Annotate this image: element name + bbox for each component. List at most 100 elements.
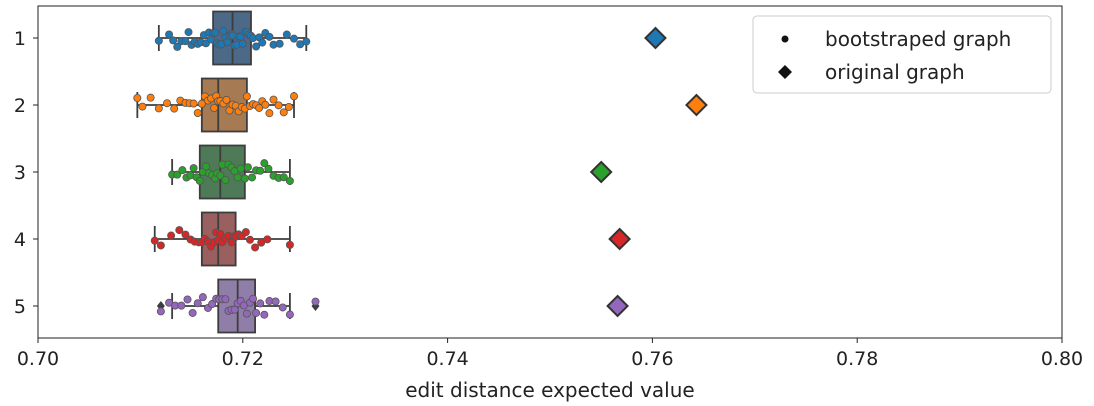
bootstrap-point — [138, 102, 147, 111]
bootstrap-point — [255, 103, 264, 112]
bootstrap-point — [285, 240, 294, 249]
bootstrap-point — [261, 100, 270, 109]
bootstrap-point — [238, 39, 247, 48]
bootstrap-point — [279, 108, 288, 117]
bootstrap-point — [193, 299, 202, 308]
bootstrap-point — [197, 99, 206, 108]
x-tick-label: 0.72 — [222, 348, 264, 370]
bootstrap-point — [195, 176, 204, 185]
bootstrap-point — [156, 307, 165, 316]
legend-dot-icon — [781, 35, 789, 43]
bootstrap-point — [269, 95, 278, 104]
bootstrap-point — [265, 32, 274, 41]
original-marker — [685, 93, 708, 117]
bootstrap-point — [285, 310, 294, 319]
bootstrap-point — [256, 299, 265, 308]
bootstrap-point — [278, 303, 287, 312]
bootstrap-point — [311, 297, 320, 306]
y-tick-label: 5 — [14, 296, 26, 318]
bootstrap-point — [265, 109, 274, 118]
bootstrap-point — [165, 30, 174, 39]
bootstrap-point — [189, 164, 198, 173]
bootstrap-point — [216, 171, 225, 180]
bootstrap-point — [198, 293, 207, 302]
bootstrap-point — [154, 36, 163, 45]
bootstrap-point — [240, 174, 249, 183]
bootstrap-point — [223, 38, 232, 47]
bootstrap-point — [256, 166, 265, 175]
bootstrap-point — [243, 163, 252, 172]
bootstrap-point — [221, 295, 230, 304]
bootstrap-point — [285, 176, 294, 185]
bootstrap-point — [258, 38, 267, 47]
bootstrap-point — [156, 241, 165, 250]
bootstrap-point — [245, 235, 254, 244]
bootstrap-point — [189, 99, 198, 108]
legend: bootstraped graph original graph — [752, 15, 1052, 94]
x-axis-ticks: 0.70 0.72 0.74 0.76 0.78 0.80 — [17, 338, 1083, 370]
bootstrap-point — [178, 166, 187, 175]
bootstrap-point — [216, 229, 225, 238]
bootstrap-point — [279, 173, 288, 182]
plot-frame — [37, 5, 1063, 339]
bootstrap-point — [252, 308, 261, 317]
bootstrap-point — [177, 301, 186, 310]
bootstrap-point — [289, 34, 298, 43]
bootstrap-point — [173, 42, 182, 51]
y-tick-label: 3 — [14, 162, 26, 184]
bootstrap-point — [210, 104, 219, 113]
y-tick-label: 1 — [14, 28, 26, 50]
bootstrap-point — [257, 238, 266, 247]
bootstrap-point — [274, 101, 283, 110]
bootstrap-point — [251, 243, 260, 252]
bootstrap-point — [271, 297, 280, 306]
x-tick-label: 0.70 — [17, 348, 59, 370]
bootstrap-point — [183, 295, 192, 304]
bootstrap-point — [242, 309, 251, 318]
x-tick-label: 0.78 — [836, 348, 878, 370]
bootstrap-point — [248, 173, 257, 182]
legend-label-bootstrap: bootstraped graph — [825, 27, 1011, 51]
bootstrap-point — [150, 236, 159, 245]
bootstrap-point — [289, 92, 298, 101]
original-markers — [589, 26, 708, 318]
bootstrap-point — [167, 231, 176, 240]
bootstrap-point — [175, 226, 184, 235]
x-axis-title: edit distance expected value — [405, 378, 694, 402]
bootstrap-point — [146, 93, 155, 102]
bootstrap-point — [284, 102, 293, 111]
bootstrap-point — [201, 162, 210, 171]
legend-box — [752, 15, 1052, 94]
x-tick-label: 0.74 — [426, 348, 468, 370]
bootstrap-point — [184, 28, 193, 37]
x-tick-label: 0.76 — [631, 348, 673, 370]
bootstrap-point — [208, 300, 217, 309]
bootstrap-point — [260, 159, 269, 168]
bootstrap-point — [260, 310, 269, 319]
original-marker — [644, 26, 667, 50]
bootstrap-point — [163, 99, 172, 108]
x-tick-label: 0.80 — [1041, 348, 1083, 370]
bootstrap-point — [249, 294, 258, 303]
bootstrap-point — [169, 36, 178, 45]
bootstrap-point — [263, 235, 272, 244]
bootstrap-point — [133, 93, 142, 102]
bootstrap-point — [242, 92, 251, 101]
bootstrap-point — [173, 170, 182, 179]
bootstrap-point — [241, 228, 250, 237]
legend-diamond-icon — [778, 65, 792, 79]
bootstrap-point — [193, 108, 202, 117]
bootstrap-point — [230, 305, 239, 314]
bootstrap-point — [211, 28, 220, 37]
bootstrap-point — [302, 37, 311, 46]
bootstrap-point — [233, 173, 242, 182]
bootstrap-point — [282, 30, 291, 39]
bootstrap-point — [154, 104, 163, 113]
bootstrap-point — [181, 37, 190, 46]
bootstrap-point — [188, 308, 197, 317]
y-tick-label: 4 — [14, 229, 26, 251]
bootstrap-point — [170, 104, 179, 113]
bootstrap-point — [252, 42, 261, 51]
bootstrap-point — [236, 164, 245, 173]
